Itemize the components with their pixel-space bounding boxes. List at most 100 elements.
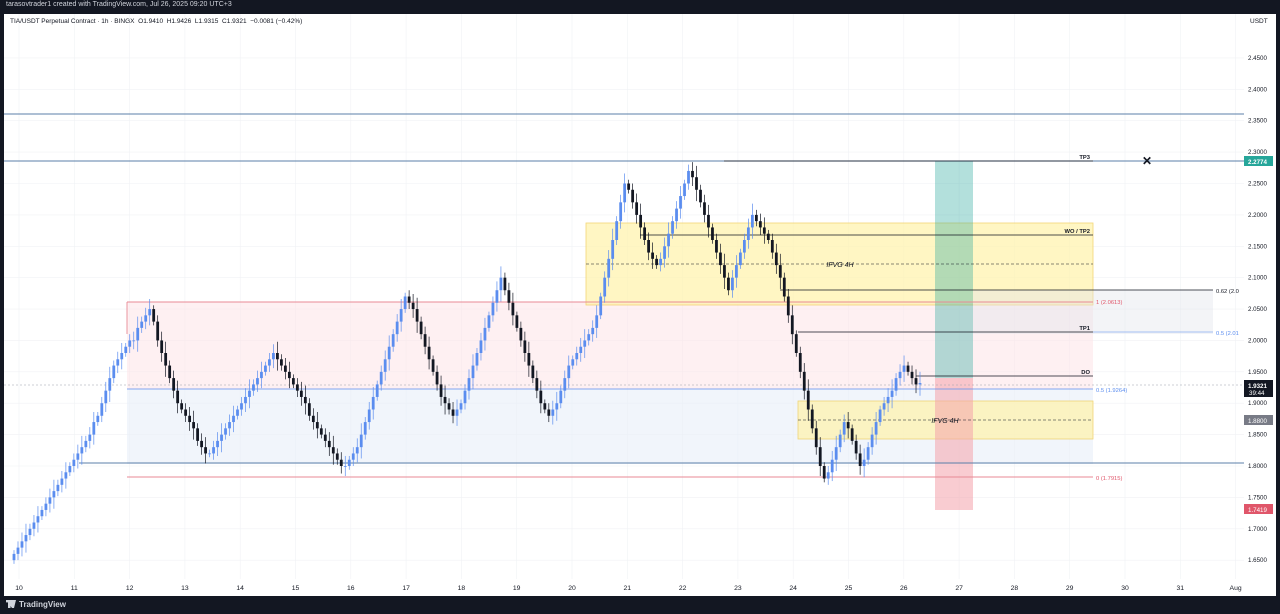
tag-current-text: 1.9321	[1248, 383, 1267, 390]
candle-body	[790, 315, 794, 335]
candle-body	[52, 491, 56, 498]
candle-body	[427, 346, 431, 360]
candle-body	[878, 409, 882, 423]
candle-body	[742, 240, 746, 253]
price-tick-label: 1.6500	[1248, 557, 1267, 564]
price-tick-label: 2.1000	[1248, 275, 1267, 282]
candle-body	[192, 422, 195, 429]
candle-body	[347, 459, 351, 466]
price-tick-label: 1.7000	[1248, 526, 1267, 533]
candle-body	[786, 296, 790, 316]
candle-body	[224, 428, 227, 435]
time-tick-label: 23	[734, 585, 742, 592]
candle-body	[655, 258, 658, 266]
price-tick-label: 2.4500	[1248, 55, 1267, 62]
time-tick-label: 14	[236, 585, 244, 592]
top-bar: tarasovtrader1 created with TradingView.…	[0, 0, 1280, 14]
candle-body	[471, 365, 475, 379]
candle-body	[643, 227, 647, 240]
candle-body	[411, 302, 415, 310]
candle-body	[152, 309, 156, 322]
candle-body	[132, 340, 136, 342]
candle-body	[563, 378, 567, 391]
tag-tp3-text: 2.2774	[1248, 159, 1267, 166]
candle-body	[120, 353, 124, 360]
candle-body	[854, 440, 858, 454]
candle-body	[663, 246, 666, 259]
candle-body	[798, 353, 802, 372]
candle-body	[615, 221, 619, 240]
time-tick-label: 24	[789, 585, 797, 592]
candle-body	[315, 422, 319, 429]
candle-body	[12, 553, 16, 561]
label-fib-1: 1 (2.0613)	[1096, 300, 1122, 306]
candle-body	[551, 409, 555, 416]
candle-body	[435, 371, 439, 385]
candle-body	[635, 202, 639, 215]
price-tick-label: 2.0500	[1248, 306, 1267, 313]
candle-body	[339, 459, 343, 466]
candle-body	[874, 422, 878, 435]
currency-label: USDT	[1250, 18, 1268, 25]
time-tick-label: 29	[1066, 585, 1074, 592]
stop-zone	[935, 378, 973, 510]
candle-body	[647, 240, 650, 253]
tradingview-logo[interactable]: TradingView	[6, 600, 66, 609]
candle-body	[455, 409, 459, 416]
candle-body	[56, 484, 60, 492]
annotations: TP3 ✕ WO / TP2 IFVG 4H 0.62 (2.0 1 (2.06…	[826, 154, 1239, 482]
candle-body	[327, 440, 331, 448]
candle-body	[439, 384, 443, 397]
candle-body	[587, 334, 591, 341]
chart-frame[interactable]: TP3 ✕ WO / TP2 IFVG 4H 0.62 (2.0 1 (2.06…	[4, 14, 1276, 596]
candle-body	[16, 547, 20, 554]
candle-body	[375, 384, 379, 397]
candle-body	[515, 315, 519, 328]
label-do: DO	[1081, 370, 1090, 376]
symbol-legend: TIA/USDT Perpetual Contract · 1h · BINGX…	[10, 18, 302, 25]
candle-body	[667, 233, 670, 247]
chart-canvas[interactable]: TP3 ✕ WO / TP2 IFVG 4H 0.62 (2.0 1 (2.06…	[4, 14, 1276, 596]
candle-body	[659, 258, 662, 266]
candle-body	[451, 409, 455, 416]
candle-body	[168, 365, 172, 379]
price-axis[interactable]: 2.4500 2.4000 2.3500 2.3000 2.2500 2.2000 2.15…	[1244, 14, 1276, 596]
candle-body	[870, 434, 874, 448]
candle-body	[603, 277, 607, 297]
candle-body	[140, 321, 144, 328]
candle-body	[902, 365, 906, 372]
candle-body	[703, 202, 706, 215]
candle-body	[611, 240, 615, 259]
candle-body	[543, 403, 547, 410]
price-tick-label: 1.7500	[1248, 494, 1267, 501]
candle-body	[351, 453, 355, 460]
candle-body	[866, 447, 870, 460]
label-fib-05-right: 0.5 (2.01	[1216, 331, 1239, 337]
candle-body	[467, 378, 471, 391]
candle-body	[307, 403, 311, 416]
candle-body	[252, 384, 255, 391]
candle-body	[212, 447, 215, 454]
candle-body	[60, 478, 64, 485]
candle-body	[567, 365, 571, 379]
label-ifvg-upper: IFVG 4H	[826, 262, 854, 269]
legend-high: H1.9426	[166, 18, 192, 25]
candle-body	[299, 390, 303, 397]
tag-box-text: 1.8800	[1248, 418, 1267, 425]
candle-body	[858, 453, 862, 466]
candle-body	[244, 396, 247, 404]
candle-body	[268, 359, 271, 366]
price-tick-label: 1.9500	[1248, 369, 1267, 376]
candle-body	[112, 365, 116, 379]
candle-body	[774, 252, 778, 266]
candle-body	[918, 383, 922, 385]
time-tick-label: 19	[513, 585, 521, 592]
time-axis[interactable]: 10 11 12 13 14 15 16 17 18 19 20 21 22 23 24 25 26 27 28 29…	[4, 579, 1244, 596]
candle-body	[208, 453, 211, 455]
time-tick-label: 22	[679, 585, 687, 592]
candle-body	[395, 321, 399, 335]
candle-body	[240, 403, 243, 410]
candle-body	[415, 309, 419, 322]
candle-body	[778, 265, 782, 278]
candle-body	[276, 353, 279, 360]
